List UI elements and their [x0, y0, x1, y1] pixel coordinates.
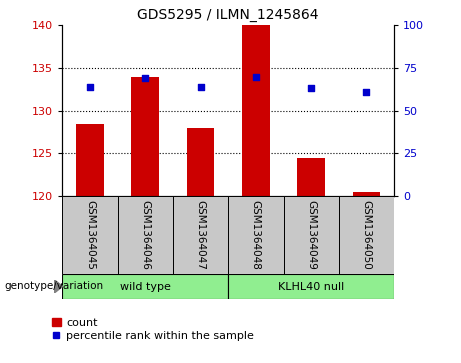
Bar [76, 123, 104, 196]
Text: GSM1364049: GSM1364049 [306, 200, 316, 270]
Text: GSM1364048: GSM1364048 [251, 200, 261, 270]
Bar [118, 196, 173, 274]
Text: GSM1364045: GSM1364045 [85, 200, 95, 270]
Bar [187, 128, 214, 196]
Bar [353, 192, 380, 196]
Polygon shape [54, 280, 63, 293]
Bar [284, 196, 339, 274]
Bar [242, 25, 270, 196]
Title: GDS5295 / ILMN_1245864: GDS5295 / ILMN_1245864 [137, 8, 319, 22]
Point [252, 74, 260, 80]
Text: wild type: wild type [120, 282, 171, 292]
Text: GSM1364050: GSM1364050 [361, 200, 372, 270]
Legend: count, percentile rank within the sample: count, percentile rank within the sample [52, 318, 254, 341]
Bar [339, 196, 394, 274]
Text: GSM1364047: GSM1364047 [195, 200, 206, 270]
Text: genotype/variation: genotype/variation [5, 281, 104, 291]
Bar [131, 77, 159, 196]
Bar [62, 274, 228, 299]
Point [363, 89, 370, 95]
Text: KLHL40 null: KLHL40 null [278, 282, 344, 292]
Point [197, 84, 204, 90]
Text: GSM1364046: GSM1364046 [140, 200, 150, 270]
Bar [228, 274, 394, 299]
Point [307, 85, 315, 91]
Bar [228, 196, 284, 274]
Bar [297, 158, 325, 196]
Point [142, 76, 149, 81]
Point [86, 84, 94, 90]
Bar [62, 196, 118, 274]
Bar [173, 196, 228, 274]
